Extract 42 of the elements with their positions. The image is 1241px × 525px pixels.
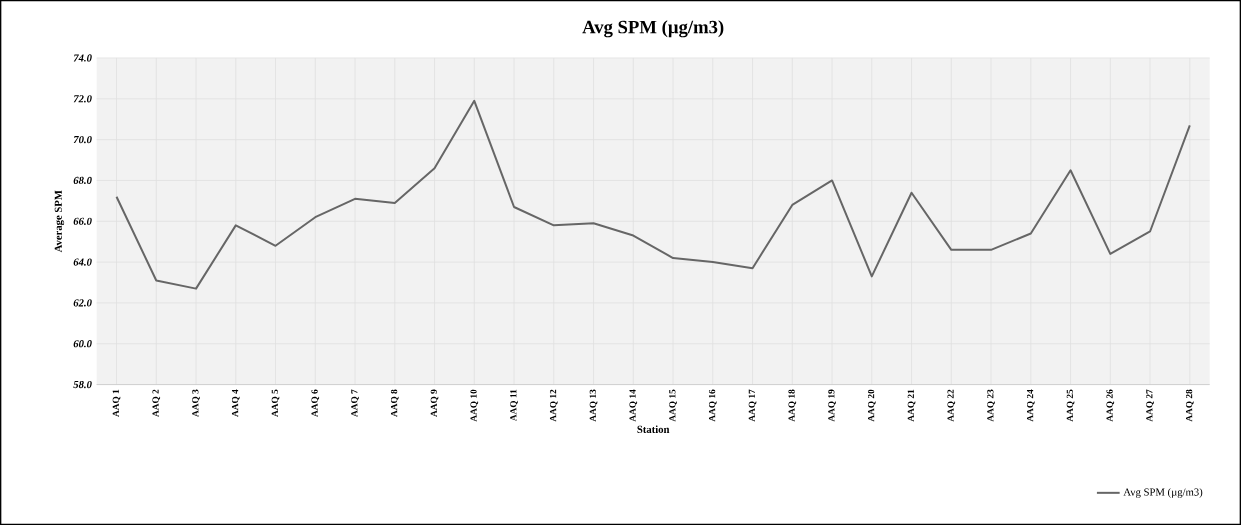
x-tick-label: AAQ 17 <box>748 389 757 422</box>
y-tick-label: 72.0 <box>73 95 92 103</box>
x-tick-label: AAQ 3 <box>192 389 200 417</box>
x-tick-label: AAQ 4 <box>231 389 240 417</box>
y-tick-label: 58.0 <box>73 380 92 389</box>
x-tick-label: AAQ 21 <box>907 389 916 422</box>
x-tick-label: AAQ 10 <box>470 389 479 422</box>
x-tick-label: AAQ 2 <box>152 389 161 417</box>
x-tick-label: AAQ 1 <box>112 389 121 417</box>
x-tick-label: AAQ 27 <box>1146 389 1154 422</box>
x-tick-label: AAQ 16 <box>708 389 717 422</box>
y-tick-label: 64.0 <box>73 258 92 266</box>
chart-title: Avg SPM (µg/m3) <box>582 20 724 38</box>
x-tick-label: AAQ 23 <box>987 389 995 422</box>
x-tick-label: AAQ 26 <box>1106 389 1115 422</box>
x-tick-label: AAQ 24 <box>1026 389 1035 422</box>
x-tick-label: AAQ 28 <box>1185 389 1194 422</box>
x-axis-title: Station <box>637 425 670 433</box>
y-tick-label: 68.0 <box>73 176 92 184</box>
y-tick-label: 74.0 <box>73 54 92 62</box>
x-tick-label: AAQ 25 <box>1066 389 1075 422</box>
x-tick-label: AAQ 9 <box>430 389 439 417</box>
y-axis-title: Average SPM <box>54 190 65 253</box>
x-tick-label: AAQ 14 <box>629 389 638 422</box>
x-tick-label: AAQ 7 <box>351 389 359 417</box>
y-tick-label: 70.0 <box>73 135 92 144</box>
x-tick-label: AAQ 19 <box>828 389 836 422</box>
y-tick-label: 62.0 <box>73 299 92 307</box>
y-tick-label: 66.0 <box>73 217 92 225</box>
x-tick-label: AAQ 11 <box>510 389 518 421</box>
x-tick-label: AAQ 22 <box>947 389 956 422</box>
line-series <box>115 99 1191 290</box>
y-tick-label: 60.0 <box>73 340 92 348</box>
x-tick-label: AAQ 12 <box>549 389 558 422</box>
x-tick-label: AAQ 13 <box>589 389 598 422</box>
x-tick-label: AAQ 8 <box>390 389 399 417</box>
x-tick-label: AAQ 15 <box>669 389 677 422</box>
x-tick-label: AAQ 6 <box>311 389 320 417</box>
x-tick-label: AAQ 5 <box>271 389 280 417</box>
legend-label: Avg SPM (µg/m3) <box>1123 488 1203 498</box>
x-tick-label: AAQ 18 <box>788 389 797 422</box>
x-tick-label: AAQ 20 <box>867 389 876 422</box>
